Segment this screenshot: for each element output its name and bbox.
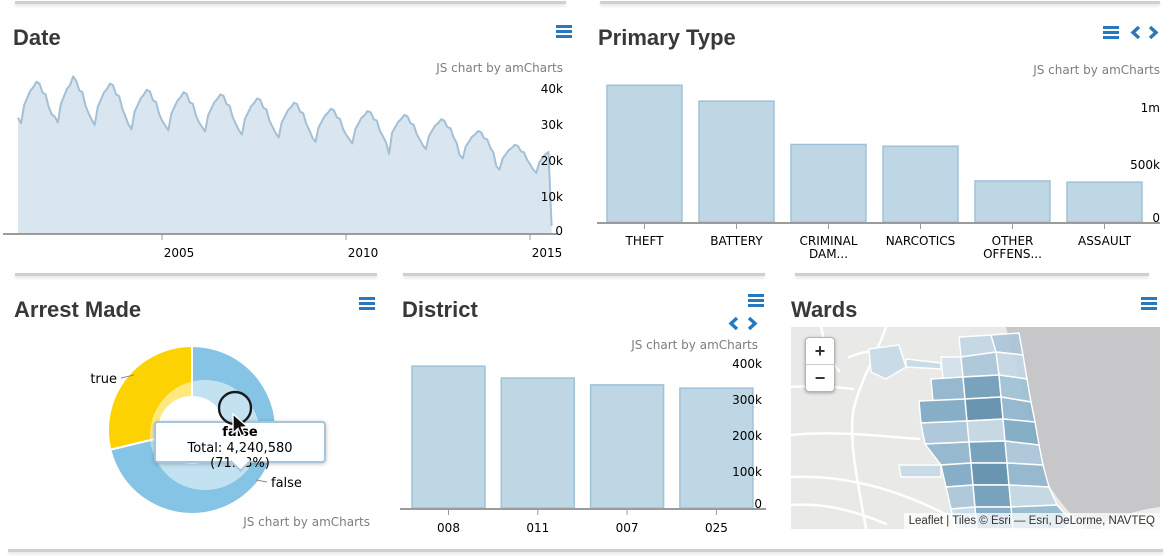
arrest-made-watermark: JS chart by amCharts (243, 515, 370, 529)
wards-panel-border (795, 273, 1149, 276)
svg-text:2005: 2005 (164, 246, 195, 260)
svg-text:2010: 2010 (348, 246, 379, 260)
wards-leaflet-map[interactable]: + − Leaflet | Tiles © Esri — Esri, DeLor… (791, 327, 1160, 529)
map-zoom-in-button[interactable]: + (806, 338, 834, 365)
district-chevron-left-icon[interactable] (727, 316, 740, 331)
svg-text:40k: 40k (541, 82, 563, 96)
pie-tooltip-label: false (222, 425, 258, 440)
date-menu-icon[interactable] (556, 25, 572, 38)
pie-tooltip-total: Total: 4,240,580 (71.23%) (187, 441, 293, 471)
svg-text:30k: 30k (541, 118, 563, 132)
primary-type-menu-icon[interactable] (1103, 26, 1119, 39)
district-watermark: JS chart by amCharts (631, 338, 758, 352)
svg-text:DAM...: DAM... (809, 247, 848, 261)
svg-text:0: 0 (555, 224, 563, 238)
svg-text:400k: 400k (732, 357, 762, 371)
primary-type-watermark: JS chart by amCharts (1033, 63, 1160, 77)
svg-text:ASSAULT: ASSAULT (1078, 234, 1132, 248)
primary-type-chevron-right-icon[interactable] (1147, 25, 1160, 40)
district-panel-title: District (402, 297, 478, 322)
primary-type-panel-border (600, 1, 1160, 4)
svg-text:20k: 20k (541, 154, 563, 168)
district-chart-canvas[interactable]: 008 011 007 025 0 100k 200k 300k 400k (390, 280, 780, 544)
map-zoom-out-button[interactable]: − (814, 368, 826, 388)
arrest-made-menu-icon[interactable] (359, 297, 375, 310)
date-watermark: JS chart by amCharts (436, 61, 563, 75)
svg-text:011: 011 (526, 521, 549, 535)
map-zoom-control: + − (805, 337, 835, 392)
svg-text:false: false (271, 476, 302, 491)
date-panel-border (15, 1, 566, 4)
svg-text:10k: 10k (541, 190, 563, 204)
date-chart-canvas[interactable]: 2005 2010 2015 0 10k 20k 30k 40k (0, 0, 570, 270)
svg-text:THEFT: THEFT (625, 234, 665, 248)
district-panel-border (403, 273, 765, 276)
svg-text:008: 008 (437, 521, 460, 535)
svg-text:NARCOTICS: NARCOTICS (886, 234, 956, 248)
primary-type-chevron-left-icon[interactable] (1129, 25, 1142, 40)
svg-text:300k: 300k (732, 393, 762, 407)
district-menu-icon[interactable] (748, 294, 764, 307)
wards-menu-icon[interactable] (1141, 297, 1157, 310)
wards-choropleth (791, 327, 1160, 529)
svg-text:1m: 1m (1141, 101, 1160, 115)
svg-text:CRIMINAL: CRIMINAL (799, 234, 857, 248)
svg-text:500k: 500k (1130, 158, 1160, 172)
district-chevron-right-icon[interactable] (746, 316, 759, 331)
svg-text:0: 0 (1152, 211, 1160, 225)
wards-panel-title: Wards (791, 297, 858, 322)
arrest-made-panel-title: Arrest Made (14, 297, 142, 322)
svg-text:OTHER: OTHER (992, 234, 1034, 248)
map-attribution[interactable]: Leaflet | Tiles © Esri — Esri, DeLorme, … (903, 513, 1160, 529)
svg-text:0: 0 (754, 497, 762, 511)
svg-text:BATTERY: BATTERY (710, 234, 763, 248)
pie-tooltip: false Total: 4,240,580 (71.23%) (154, 421, 326, 471)
primary-type-panel-title: Primary Type (598, 25, 736, 50)
svg-text:OFFENS...: OFFENS... (983, 247, 1042, 261)
svg-text:true: true (90, 372, 117, 387)
svg-text:025: 025 (705, 521, 728, 535)
svg-text:100k: 100k (732, 465, 762, 479)
svg-text:200k: 200k (732, 429, 762, 443)
svg-text:2015: 2015 (532, 246, 563, 260)
arrest-made-chart-canvas[interactable]: true false (0, 280, 390, 544)
svg-text:007: 007 (616, 521, 639, 535)
arrest-panel-border (15, 273, 377, 276)
page-bottom-border (8, 549, 1163, 552)
date-panel-title: Date (13, 25, 61, 50)
